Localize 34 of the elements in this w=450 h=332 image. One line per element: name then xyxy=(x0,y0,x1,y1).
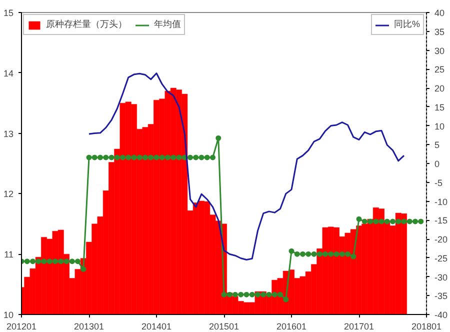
legend-label: 同比% xyxy=(394,18,420,31)
y-tick-label: 11 xyxy=(4,250,14,260)
y2-tick-label: 30 xyxy=(434,46,445,56)
y2-tick-label: -40 xyxy=(434,310,448,320)
y2-tick-label: 35 xyxy=(434,26,445,37)
x-tick-label: 201401 xyxy=(141,322,172,332)
y2-tick-label: -10 xyxy=(434,196,448,207)
x-tick-label: 201501 xyxy=(208,322,240,332)
x-tick-label: 201801 xyxy=(411,322,442,332)
y2-tick-label: -35 xyxy=(434,291,448,302)
y2-tick-label: -15 xyxy=(434,216,448,226)
y-tick-label: 15 xyxy=(3,8,14,18)
y2-tick-label: -20 xyxy=(434,234,448,244)
x-tick-label: 201201 xyxy=(6,322,37,332)
y2-tick-label: 10 xyxy=(434,121,445,132)
line-series xyxy=(88,72,405,261)
y2-tick-label: 15 xyxy=(434,102,445,112)
y2-tick-label: -5 xyxy=(434,178,443,188)
y2-tick-label: -30 xyxy=(434,272,448,282)
y-tick-label: 14 xyxy=(3,68,14,78)
y2-tick-label: 40 xyxy=(434,8,445,18)
x-tick-label: 201301 xyxy=(74,322,104,332)
legend-label: 年均值 xyxy=(154,18,181,31)
y2-tick-label: 5 xyxy=(434,140,440,150)
y-tick-label: 12 xyxy=(3,189,14,200)
x-tick-label: 201601 xyxy=(276,322,307,332)
y2-tick-label: 25 xyxy=(434,64,445,75)
y2-tick-label: 20 xyxy=(434,84,445,94)
y2-tick-label: -25 xyxy=(434,253,448,264)
y-tick-label: 13 xyxy=(3,128,14,139)
y-tick-label: 10 xyxy=(3,310,14,320)
x-tick-label: 201701 xyxy=(344,322,374,332)
y2-tick-label: 0 xyxy=(434,159,440,169)
legend-label: 原种存栏量（万头） xyxy=(46,18,127,31)
